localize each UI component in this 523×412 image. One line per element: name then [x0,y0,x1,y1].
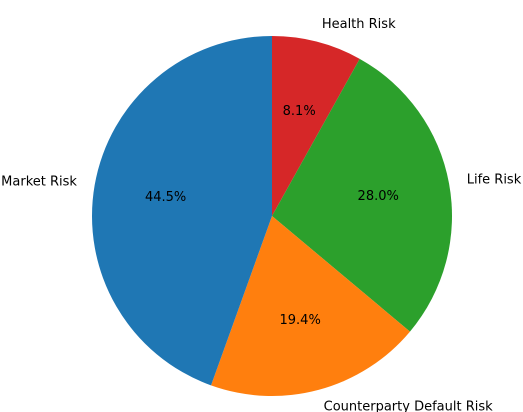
pie-category-label: Market Risk [1,174,77,189]
pie-labels: 8.1% Health Risk 28.0% Life Risk 19.4% Counte… [1,17,522,412]
pie-slice-counterparty-default-risk [211,216,410,396]
pie-percent-label: 8.1% [283,104,316,119]
pie-percent-label: 28.0% [358,189,399,204]
pie-slice-health-risk [272,36,360,216]
pie-percent-label: 19.4% [280,313,321,328]
pie-slices [92,36,452,396]
pie-percent-label: 44.5% [145,190,186,205]
pie-slice-market-risk [92,36,272,386]
pie-category-label: Counterparty Default Risk [324,400,493,412]
pie-slice-life-risk [272,58,452,332]
pie-category-label: Health Risk [322,17,396,32]
pie-category-label: Life Risk [467,173,522,188]
